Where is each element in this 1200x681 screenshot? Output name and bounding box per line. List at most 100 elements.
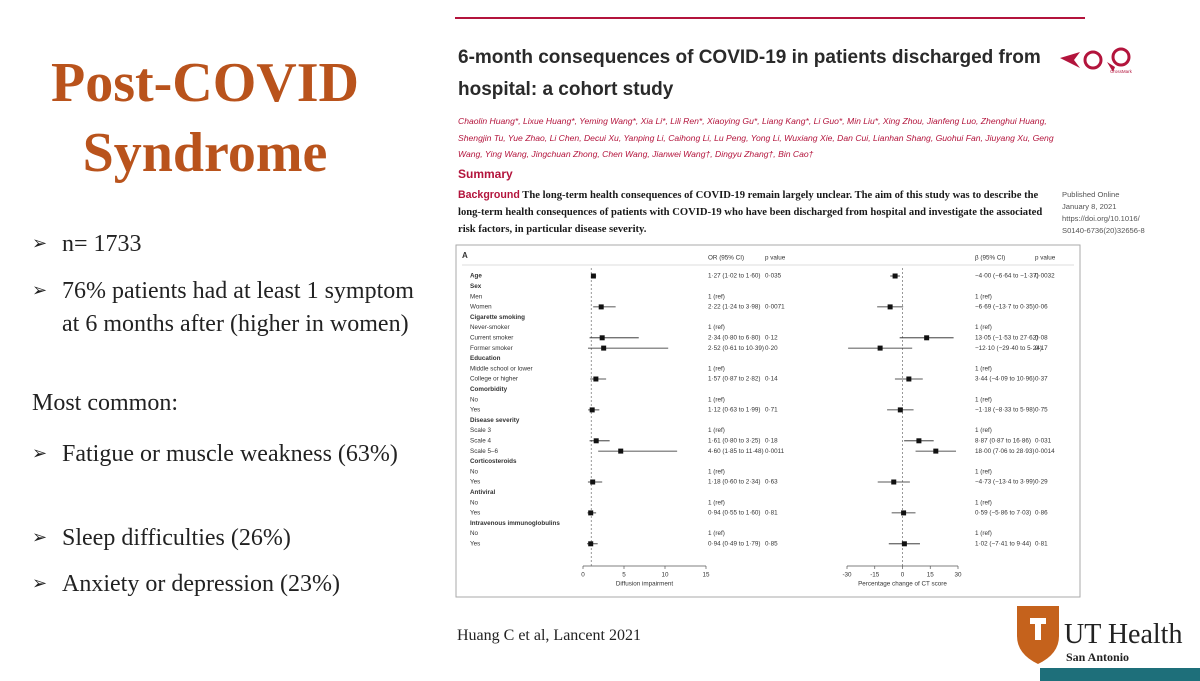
row-value: 0·06 bbox=[1035, 304, 1048, 311]
panel-label: A bbox=[462, 251, 468, 260]
point-estimate bbox=[906, 376, 912, 382]
slide-title: Post-COVID Syndrome bbox=[51, 52, 359, 184]
bullet: 76% patients had at least 1 symptom at 6… bbox=[32, 274, 432, 341]
axis-title: Percentage change of CT score bbox=[858, 581, 947, 588]
tick-label: 0 bbox=[581, 572, 585, 579]
row-label: Intravenous immunoglobulins bbox=[470, 520, 560, 527]
row-value: 1 (ref) bbox=[975, 468, 992, 475]
row-value: 1 (ref) bbox=[975, 427, 992, 434]
row-value: 1 (ref) bbox=[708, 530, 725, 537]
tick-label: 10 bbox=[661, 572, 669, 579]
row-value: 1·61 (0·80 to 3·25) bbox=[708, 437, 761, 444]
column-header: β (95% CI) bbox=[975, 255, 1005, 262]
bullet: Anxiety or depression (23%) bbox=[32, 567, 432, 601]
crossmark: CrossMark bbox=[1110, 69, 1133, 74]
row-value: 18·00 (7·06 to 28·93) bbox=[975, 448, 1035, 455]
tick-label: 0 bbox=[901, 572, 905, 579]
row-value: −4·00 (−6·64 to −1·37) bbox=[975, 273, 1039, 280]
row-label: Scale 3 bbox=[470, 427, 492, 434]
point-estimate bbox=[618, 448, 624, 454]
point-estimate bbox=[593, 376, 599, 382]
row-label: Yes bbox=[470, 540, 480, 547]
point-estimate bbox=[897, 407, 903, 413]
row-label: Disease severity bbox=[470, 417, 520, 424]
row-value: −1·18 (−8·33 to 5·98) bbox=[975, 407, 1035, 414]
row-value: 0·81 bbox=[765, 510, 778, 517]
row-value: 0·29 bbox=[1035, 479, 1048, 486]
column-header: OR (95% CI) bbox=[708, 255, 744, 262]
row-label: Scale 4 bbox=[470, 437, 492, 444]
row-value: 1 (ref) bbox=[708, 396, 725, 403]
row-label: Age bbox=[470, 273, 482, 280]
point-estimate bbox=[877, 345, 883, 351]
point-estimate bbox=[590, 479, 596, 485]
bullet: n= 1733 bbox=[32, 227, 432, 261]
row-value: 1 (ref) bbox=[708, 499, 725, 506]
point-estimate bbox=[588, 541, 594, 547]
tick-label: 30 bbox=[954, 572, 962, 579]
row-value: 1 (ref) bbox=[975, 530, 992, 537]
background-text: The long-term health consequences of COV… bbox=[458, 190, 1043, 235]
row-value: 0·86 bbox=[1035, 510, 1048, 517]
bullet: Sleep difficulties (26%) bbox=[32, 521, 432, 555]
authors: Chaolin Huang*, Lixue Huang*, Yeming Wan… bbox=[458, 116, 1054, 159]
row-value: 0·08 bbox=[1035, 334, 1048, 341]
row-value: 2·34 (0·80 to 6·80) bbox=[708, 334, 761, 341]
row-label: Comorbidity bbox=[470, 386, 508, 393]
tick-label: -15 bbox=[870, 572, 880, 579]
row-value: 1 (ref) bbox=[708, 293, 725, 300]
row-value: −6·69 (−13·7 to 0·35) bbox=[975, 304, 1035, 311]
row-value: 1 (ref) bbox=[708, 324, 725, 331]
row-value: 1 (ref) bbox=[708, 427, 725, 434]
row-value: 0·71 bbox=[765, 407, 778, 414]
row-value: 0·0011 bbox=[765, 448, 785, 455]
row-label: Yes bbox=[470, 510, 480, 517]
tick-label: 5 bbox=[622, 572, 626, 579]
row-value: 0·18 bbox=[765, 437, 778, 444]
published-line: https://doi.org/10.1016/ bbox=[1062, 214, 1140, 223]
row-label: Scale 5–6 bbox=[470, 448, 499, 455]
row-value: 0·94 (0·49 to 1·79) bbox=[708, 540, 761, 547]
row-value: 0·0071 bbox=[765, 304, 785, 311]
background: Background The long-term health conseque… bbox=[458, 187, 1058, 238]
row-label: No bbox=[470, 530, 479, 537]
point-estimate bbox=[901, 510, 907, 516]
point-estimate bbox=[598, 304, 604, 310]
row-value: 1 (ref) bbox=[708, 365, 725, 372]
row-value: 0·12 bbox=[765, 334, 778, 341]
row-value: 0·85 bbox=[765, 540, 778, 547]
point-estimate bbox=[901, 541, 907, 547]
row-value: 0·63 bbox=[765, 479, 778, 486]
row-label: Education bbox=[470, 355, 501, 362]
point-estimate bbox=[933, 448, 939, 454]
logo-place: San Antonio bbox=[1066, 650, 1130, 664]
row-value: 0·59 (−5·86 to 7·03) bbox=[975, 510, 1031, 517]
row-label: Yes bbox=[470, 407, 480, 414]
published-line: Published Online bbox=[1062, 190, 1120, 199]
subheading: Most common: bbox=[32, 390, 179, 416]
row-label: No bbox=[470, 468, 479, 475]
row-label: Never-smoker bbox=[470, 324, 510, 331]
citation: Huang C et al, Lancent 2021 bbox=[457, 627, 641, 644]
column-header: p value bbox=[1035, 255, 1056, 262]
row-value: 1·12 (0·63 to 1·99) bbox=[708, 407, 761, 414]
row-label: Antiviral bbox=[470, 489, 495, 496]
point-estimate bbox=[589, 407, 595, 413]
tick-label: 15 bbox=[702, 572, 710, 579]
row-label: College or higher bbox=[470, 376, 518, 383]
row-label: No bbox=[470, 499, 479, 506]
row-value: 0·17 bbox=[1035, 345, 1048, 352]
point-estimate bbox=[891, 479, 897, 485]
row-value: 0·035 bbox=[765, 273, 782, 280]
row-label: Middle school or lower bbox=[470, 365, 533, 372]
row-label: Current smoker bbox=[470, 334, 513, 341]
point-estimate bbox=[916, 438, 922, 444]
row-value: 2·22 (1·24 to 3·98) bbox=[708, 304, 761, 311]
row-label: Former smoker bbox=[470, 345, 513, 352]
row-label: Cigarette smoking bbox=[470, 314, 525, 321]
row-label: No bbox=[470, 396, 479, 403]
row-value: 0·94 (0·55 to 1·60) bbox=[708, 510, 761, 517]
figure-frame bbox=[455, 244, 1081, 598]
